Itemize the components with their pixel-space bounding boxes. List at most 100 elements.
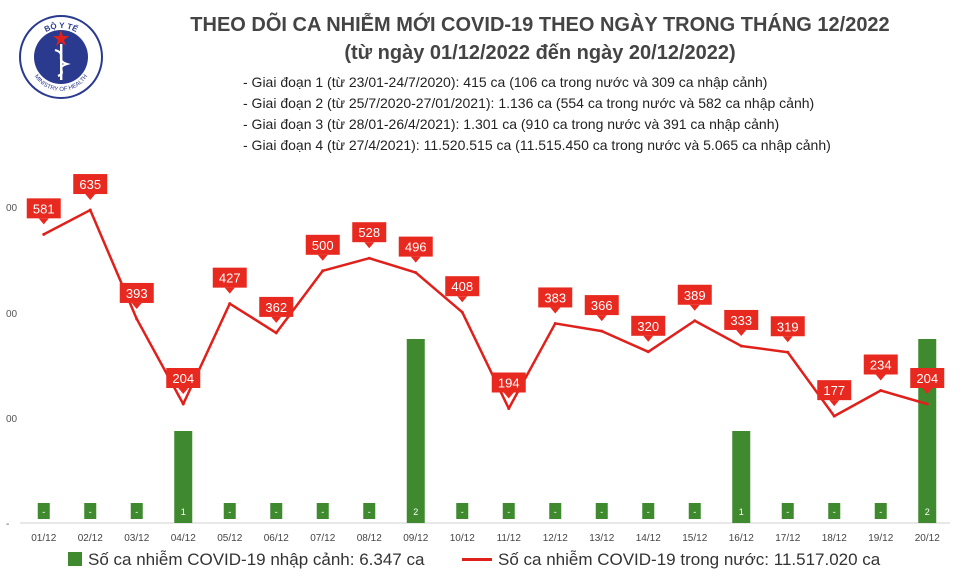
line-point: [693, 319, 697, 323]
bar-label: 1: [181, 507, 186, 517]
data-label: 389: [684, 288, 706, 303]
line-point: [507, 407, 511, 410]
data-label: 408: [451, 279, 473, 294]
bar: [918, 339, 937, 523]
data-label: 194: [498, 376, 520, 391]
data-label-box: [259, 296, 294, 317]
bar-label: -: [693, 507, 696, 517]
x-tick-label: 02/12: [78, 533, 103, 544]
line-point: [367, 256, 371, 260]
data-label-box: [863, 354, 898, 375]
phase-note: - Giai đoạn 2 (từ 25/7/2020-27/01/2021):…: [243, 95, 815, 111]
bar-label-box: [177, 503, 190, 519]
bar-label-box: [409, 503, 422, 519]
line-point: [181, 402, 185, 406]
data-label-pointer: [689, 304, 700, 311]
data-label-pointer: [224, 287, 235, 294]
x-tick-label: 06/12: [264, 533, 289, 544]
data-label-pointer: [364, 242, 375, 249]
bar-label-box: [595, 503, 608, 519]
bar-label: -: [89, 507, 92, 517]
data-label-pointer: [550, 307, 561, 314]
data-label-pointer: [875, 374, 886, 381]
data-label-box: [73, 174, 108, 195]
data-label: 234: [870, 358, 892, 373]
bar-label-box: [781, 503, 794, 519]
line-point: [42, 232, 46, 236]
data-label-pointer: [38, 218, 49, 225]
bar-label: -: [461, 507, 464, 517]
line-point: [879, 389, 883, 392]
left-axis-tick: 00: [6, 203, 18, 214]
line-point: [88, 208, 92, 212]
bar-label-box: [130, 503, 143, 519]
bar-label: 2: [925, 507, 930, 517]
data-label-pointer: [503, 392, 514, 399]
bar-label-box: [270, 503, 283, 519]
bar-label: -: [600, 507, 603, 517]
bar-label: -: [321, 507, 324, 517]
line-point: [832, 414, 836, 418]
legend-line-swatch: [462, 558, 492, 561]
legend-bar-label: Số ca nhiễm COVID-19 nhập cảnh: 6.347 ca: [88, 550, 425, 569]
data-label-box: [677, 284, 712, 305]
data-label-pointer: [178, 388, 189, 394]
left-axis-tick: 00: [6, 309, 18, 320]
legend-bar: Số ca nhiễm COVID-19 nhập cảnh: 6.347 ca: [68, 550, 424, 570]
bar-label: -: [554, 507, 557, 517]
logo-top-text: BỘ Y TẾ: [43, 21, 80, 34]
legend-line: Số ca nhiễm COVID-19 trong nước: 11.517.…: [462, 550, 880, 570]
data-label-pointer: [410, 256, 421, 263]
x-tick-label: 04/12: [171, 533, 196, 544]
data-label: 581: [33, 201, 55, 216]
data-label-box: [817, 380, 852, 401]
data-label: 333: [730, 313, 752, 328]
legend-bar-swatch: [68, 552, 82, 566]
data-label-box: [631, 315, 666, 336]
data-label-pointer: [922, 388, 933, 394]
bar-label-box: [874, 503, 887, 519]
bar-label-box: [316, 503, 329, 519]
data-label: 320: [637, 319, 659, 334]
data-label-box: [584, 295, 619, 316]
data-label-box: [491, 372, 526, 393]
data-label: 366: [591, 298, 613, 313]
data-label-pointer: [85, 194, 96, 201]
data-label-box: [352, 222, 387, 243]
x-tick-label: 08/12: [357, 533, 382, 544]
line-point: [600, 329, 604, 333]
x-tick-label: 03/12: [124, 533, 149, 544]
x-tick-label: 17/12: [775, 533, 800, 544]
line-point: [135, 317, 139, 321]
data-label-pointer: [131, 302, 142, 309]
bar-label: 1: [739, 507, 744, 517]
data-label: 177: [823, 383, 845, 398]
data-label-pointer: [317, 254, 328, 261]
line-point: [739, 344, 743, 348]
x-tick-label: 18/12: [822, 533, 847, 544]
bar-label-box: [37, 503, 50, 519]
data-label-box: [26, 198, 61, 219]
data-label-box: [119, 282, 154, 303]
bar: [406, 339, 425, 523]
data-label: 635: [79, 177, 101, 192]
data-label: 528: [358, 225, 380, 240]
x-tick-label: 14/12: [636, 533, 661, 544]
line-point: [460, 310, 464, 314]
x-tick-label: 09/12: [403, 533, 428, 544]
bar-label-box: [642, 503, 655, 519]
bar-label: -: [786, 507, 789, 517]
data-label-box: [305, 234, 340, 255]
left-axis-tick: -: [6, 519, 9, 530]
left-axis-tick: 00: [6, 414, 18, 425]
x-tick-label: 20/12: [915, 533, 940, 544]
line-point: [553, 321, 557, 325]
bar-label-box: [502, 503, 515, 519]
bar-label-box: [688, 503, 701, 519]
data-label: 204: [916, 371, 938, 386]
svg-text:BỘ Y TẾ: BỘ Y TẾ: [43, 21, 80, 34]
bar-label: -: [135, 507, 138, 517]
data-label-pointer: [457, 296, 468, 303]
chart-subtitle: (từ ngày 01/12/2022 đến ngày 20/12/2022): [344, 42, 736, 64]
